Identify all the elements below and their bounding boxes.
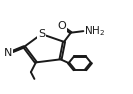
Text: NH$_2$: NH$_2$: [84, 24, 105, 38]
Text: S: S: [38, 29, 45, 39]
Text: N: N: [4, 48, 13, 58]
Text: O: O: [58, 21, 66, 31]
